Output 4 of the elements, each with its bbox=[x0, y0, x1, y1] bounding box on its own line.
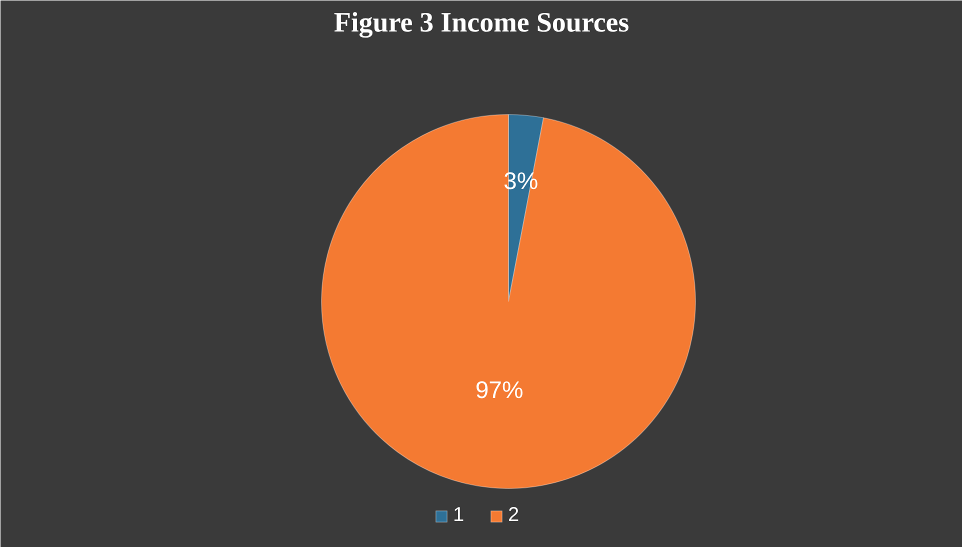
chart-title: Figure 3 Income Sources bbox=[334, 8, 630, 38]
legend-label: 1 bbox=[453, 504, 466, 527]
data-label: 97% bbox=[475, 377, 524, 404]
legend-label: 2 bbox=[508, 504, 520, 527]
